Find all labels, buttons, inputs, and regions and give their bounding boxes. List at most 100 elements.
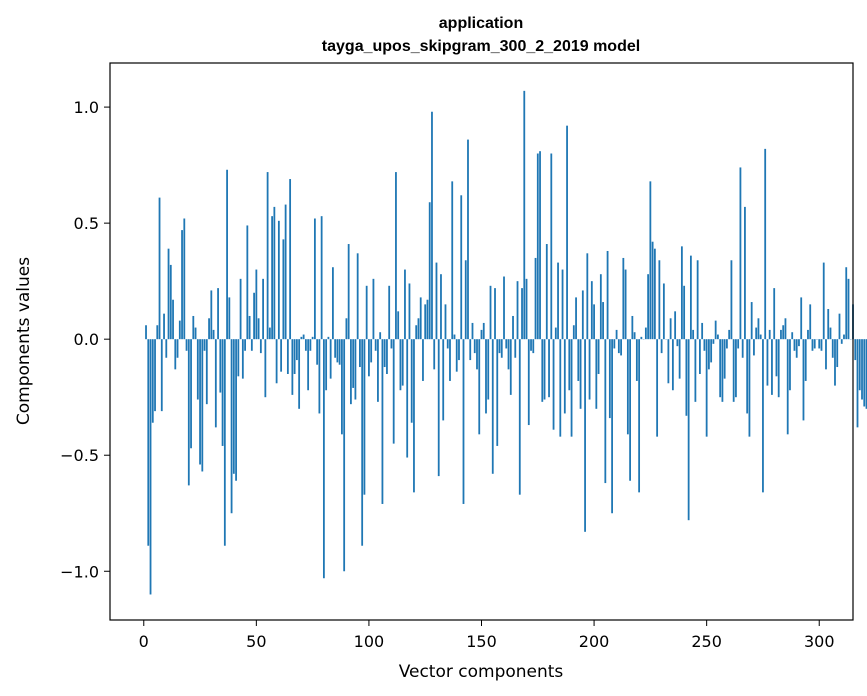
bar <box>169 264 172 340</box>
bar <box>759 334 762 340</box>
bar <box>719 339 722 398</box>
bar <box>746 339 749 414</box>
bar <box>187 339 190 486</box>
bar <box>728 329 731 340</box>
bar <box>525 278 528 340</box>
bar <box>710 339 713 363</box>
bar <box>268 327 271 340</box>
bar <box>329 339 332 379</box>
bar <box>644 327 647 340</box>
bar <box>773 288 776 340</box>
bar <box>671 339 674 391</box>
y-tick-label: 0.5 <box>74 214 99 233</box>
bar <box>775 339 778 377</box>
bar <box>577 339 580 381</box>
bar <box>280 339 283 372</box>
bar <box>406 339 409 458</box>
bar <box>284 204 287 340</box>
bar <box>205 339 208 405</box>
bar <box>505 339 508 349</box>
bar <box>311 336 314 340</box>
bar <box>293 339 296 374</box>
bar <box>656 339 659 437</box>
bar <box>557 262 559 340</box>
bar <box>244 339 246 351</box>
bar <box>262 278 264 340</box>
bar <box>469 339 472 361</box>
bar <box>203 339 206 351</box>
bar <box>683 285 686 340</box>
bar <box>784 318 787 340</box>
x-tick-label: 250 <box>691 632 722 651</box>
bar <box>843 334 845 340</box>
bar <box>687 339 690 521</box>
bar <box>802 339 805 421</box>
bar <box>194 327 197 340</box>
x-tick-label: 0 <box>139 632 149 651</box>
bar <box>401 339 404 386</box>
bar <box>462 339 465 504</box>
bar <box>613 339 616 349</box>
bar <box>836 339 839 368</box>
bar <box>302 334 305 340</box>
x-tick-label: 150 <box>466 632 497 651</box>
chart-subtitle: tayga_upos_skipgram_300_2_2019 model <box>322 38 640 55</box>
bar <box>460 195 463 340</box>
bar <box>386 339 388 374</box>
bar <box>541 339 544 402</box>
bar <box>507 339 510 370</box>
bar <box>861 339 863 400</box>
bar <box>295 339 298 361</box>
bar <box>433 339 436 370</box>
bar <box>214 339 217 428</box>
bar <box>599 274 602 340</box>
bar <box>354 339 357 400</box>
bar <box>854 339 857 361</box>
bar <box>572 325 575 340</box>
bar <box>309 339 312 351</box>
bar <box>163 313 165 340</box>
bar <box>568 339 571 391</box>
bar <box>185 339 188 351</box>
bar <box>422 339 424 381</box>
bar <box>453 334 456 340</box>
bar <box>322 339 325 579</box>
bar <box>345 318 348 340</box>
bar <box>590 281 593 340</box>
bar <box>271 216 274 340</box>
bar <box>615 329 618 340</box>
bar <box>500 339 503 358</box>
bar <box>241 339 244 379</box>
bar <box>437 339 440 477</box>
bar <box>392 339 395 444</box>
bar <box>717 334 719 340</box>
bar <box>712 339 715 344</box>
bar <box>579 339 582 409</box>
bar <box>703 339 706 351</box>
bar <box>809 304 812 340</box>
bar <box>780 329 782 340</box>
bar <box>660 339 663 354</box>
bar <box>606 250 609 340</box>
bar <box>494 288 496 340</box>
bar <box>480 329 483 340</box>
bar <box>257 318 260 340</box>
bar <box>721 339 724 402</box>
bar <box>640 336 643 340</box>
bar <box>199 339 201 465</box>
bar <box>304 339 307 351</box>
bar <box>368 339 370 377</box>
bar <box>834 339 836 386</box>
bar <box>365 285 368 340</box>
y-tick-label: 0.0 <box>74 330 99 349</box>
bar <box>586 253 589 340</box>
bar <box>223 339 226 546</box>
bar <box>735 339 737 398</box>
bar <box>320 216 323 340</box>
bar <box>471 322 474 340</box>
bar <box>487 339 490 400</box>
bar <box>325 339 328 391</box>
bar <box>361 339 364 546</box>
x-tick-label: 100 <box>354 632 385 651</box>
bar <box>226 169 228 340</box>
